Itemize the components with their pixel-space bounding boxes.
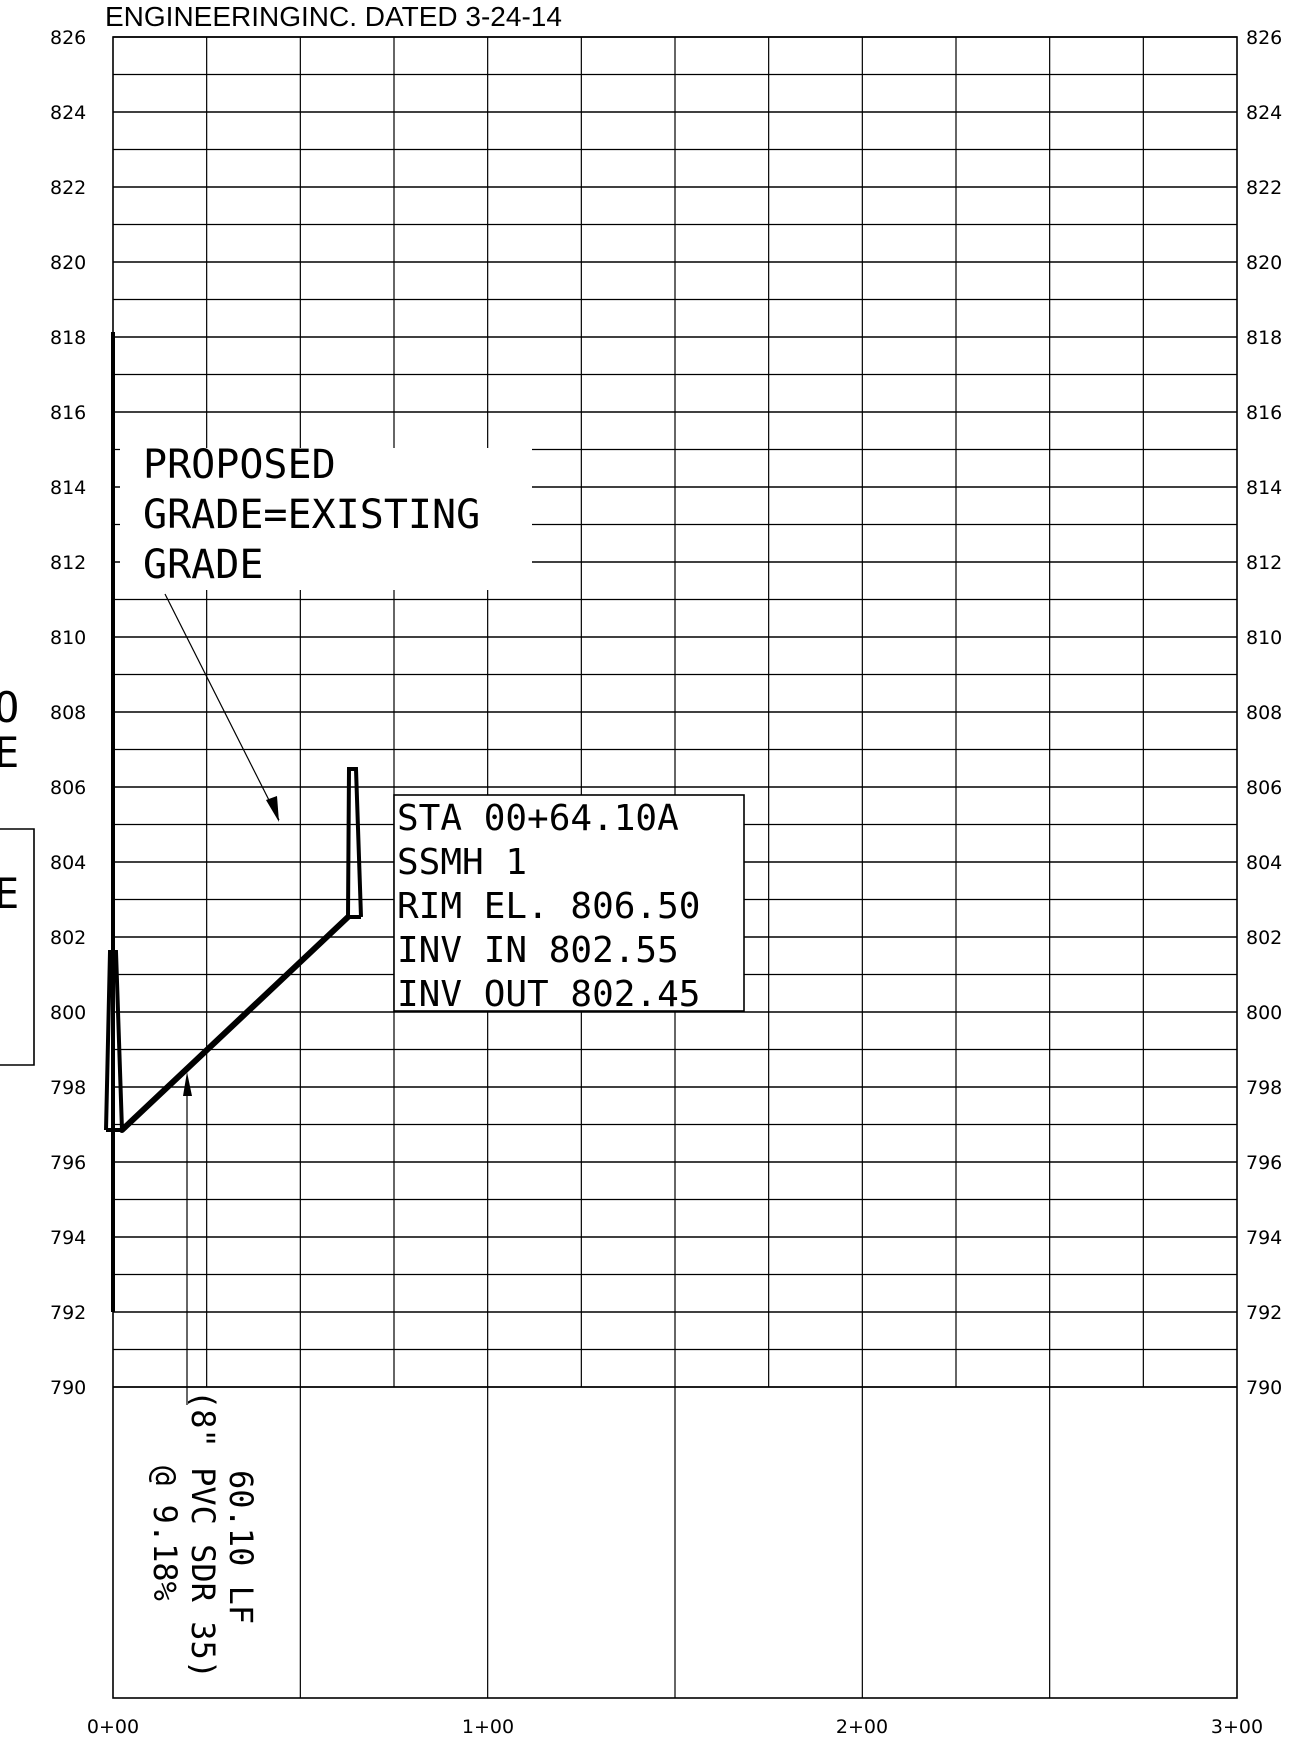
proposed-grade-leader bbox=[164, 593, 280, 821]
proposed-grade-arrowhead bbox=[266, 796, 279, 822]
station-gridlines bbox=[206, 37, 1144, 1698]
elev-label-798-right: 798 bbox=[1246, 1077, 1282, 1099]
elev-label-806-right: 806 bbox=[1246, 777, 1282, 799]
station-labels: 0+00 1+00 2+00 3+00 bbox=[87, 1716, 1263, 1738]
elev-label-824: 824 bbox=[50, 102, 86, 124]
ssmh-1-invert-in: INV IN 802.55 bbox=[397, 930, 679, 971]
elev-label-790: 790 bbox=[50, 1377, 86, 1399]
ssmh-1-rim-elevation: RIM EL. 806.50 bbox=[397, 886, 700, 927]
elev-label-802-right: 802 bbox=[1246, 927, 1282, 949]
elev-label-792-right: 792 bbox=[1246, 1302, 1282, 1324]
elev-label-806: 806 bbox=[50, 777, 86, 799]
sewer-pipe-line bbox=[119, 914, 351, 1133]
elev-label-812: 812 bbox=[50, 552, 86, 574]
elev-label-800: 800 bbox=[50, 1002, 86, 1024]
ssmh-1-name: SSMH 1 bbox=[397, 842, 527, 883]
elev-label-812-right: 812 bbox=[1246, 552, 1282, 574]
pipe-callout: 60.10 LF (8" PVC SDR 35) @ 9.18% bbox=[146, 1390, 260, 1679]
station-label-3: 3+00 bbox=[1211, 1716, 1263, 1738]
station-label-0: 0+00 bbox=[87, 1716, 139, 1738]
elev-label-822: 822 bbox=[50, 177, 86, 199]
edge-fragment-o: O bbox=[0, 683, 19, 732]
pipe-length: 60.10 LF bbox=[222, 1470, 260, 1624]
edge-fragment-box bbox=[0, 828, 35, 1066]
elev-label-826-right: 826 bbox=[1246, 27, 1282, 49]
proposed-grade-mask bbox=[120, 448, 532, 590]
elev-label-814-right: 814 bbox=[1246, 477, 1282, 499]
elev-label-824-right: 824 bbox=[1246, 102, 1282, 124]
elev-label-804: 804 bbox=[50, 852, 86, 874]
existing-manhole-outline bbox=[104, 950, 124, 1131]
elevation-labels-left: 826 824 822 820 818 816 814 812 810 808 … bbox=[50, 27, 86, 1399]
edge-fragment-e2: E bbox=[0, 869, 19, 918]
elev-label-820: 820 bbox=[50, 252, 86, 274]
elev-label-794: 794 bbox=[50, 1227, 86, 1249]
edge-fragment-e: E bbox=[0, 728, 19, 777]
ssmh-1-callout-box bbox=[393, 794, 745, 1012]
elev-label-814: 814 bbox=[50, 477, 86, 499]
elev-label-800-right: 800 bbox=[1246, 1002, 1282, 1024]
header-note: ENGINEERINGINC. DATED 3-24-14 bbox=[105, 1, 562, 32]
elev-label-826: 826 bbox=[50, 27, 86, 49]
ssmh-1-invert-out: INV OUT 802.45 bbox=[397, 974, 700, 1015]
elev-label-816: 816 bbox=[50, 402, 86, 424]
elevation-labels-right: 826 824 822 820 818 816 814 812 810 808 … bbox=[1246, 27, 1282, 1399]
elev-label-808-right: 808 bbox=[1246, 702, 1282, 724]
elev-label-816-right: 816 bbox=[1246, 402, 1282, 424]
elev-label-794-right: 794 bbox=[1246, 1227, 1282, 1249]
elev-label-818-right: 818 bbox=[1246, 327, 1282, 349]
elev-label-810: 810 bbox=[50, 627, 86, 649]
elev-label-792: 792 bbox=[50, 1302, 86, 1324]
elev-label-822-right: 822 bbox=[1246, 177, 1282, 199]
elev-label-796: 796 bbox=[50, 1152, 86, 1174]
elev-label-798: 798 bbox=[50, 1077, 86, 1099]
station-label-1: 1+00 bbox=[462, 1716, 514, 1738]
proposed-grade-line-2: GRADE=EXISTING bbox=[143, 492, 480, 538]
elev-label-796-right: 796 bbox=[1246, 1152, 1282, 1174]
elev-label-804-right: 804 bbox=[1246, 852, 1282, 874]
ssmh-1-station: STA 00+64.10A bbox=[397, 798, 679, 839]
elev-label-820-right: 820 bbox=[1246, 252, 1282, 274]
elev-label-802: 802 bbox=[50, 927, 86, 949]
station-label-2: 2+00 bbox=[836, 1716, 888, 1738]
proposed-grade-line-3: GRADE bbox=[143, 542, 263, 588]
pipe-material: (8" PVC SDR 35) bbox=[184, 1390, 222, 1679]
elev-label-808: 808 bbox=[50, 702, 86, 724]
pipe-callout-arrowhead bbox=[183, 1072, 192, 1096]
elev-label-818: 818 bbox=[50, 327, 86, 349]
pipe-slope: @ 9.18% bbox=[146, 1466, 184, 1601]
ssmh-1-outline bbox=[346, 767, 363, 918]
elev-label-810-right: 810 bbox=[1246, 627, 1282, 649]
elev-label-790-right: 790 bbox=[1246, 1377, 1282, 1399]
proposed-grade-line-1: PROPOSED bbox=[143, 442, 336, 488]
